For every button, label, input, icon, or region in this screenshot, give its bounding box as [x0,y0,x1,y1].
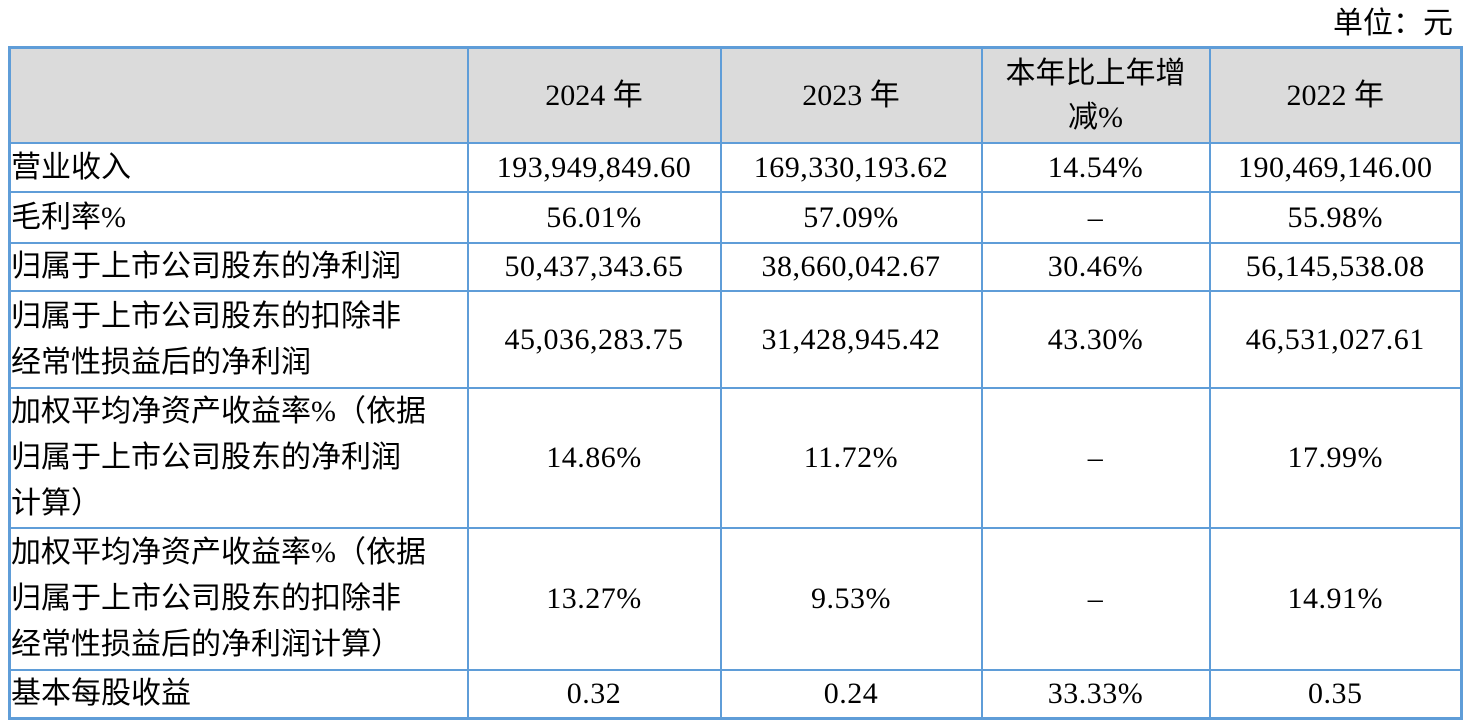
value-cell-y2022: 55.98% [1208,191,1463,244]
value-cell-yoy: – [980,527,1211,671]
value-cell-y2022: 14.91% [1208,527,1463,671]
value-cell-yoy: 14.54% [980,142,1211,193]
value-cell-y2022: 17.99% [1208,387,1463,529]
row-label-cell: 归属于上市公司股东的净利润 [8,242,469,292]
value-cell-y2022: 190,469,146.00 [1208,142,1463,193]
value-cell-yoy: – [980,387,1211,529]
value-cell-y2023: 38,660,042.67 [719,242,983,292]
value-cell-yoy: 33.33% [980,669,1211,720]
row-label-cell: 加权平均净资产收益率%（依据 归属于上市公司股东的扣除非 经常性损益后的净利润计… [8,527,469,671]
value-cell-y2024: 56.01% [466,191,722,244]
value-cell-y2022: 0.35 [1208,669,1463,720]
row-label-cell: 毛利率% [8,191,469,244]
value-cell-y2023: 11.72% [719,387,983,529]
header-cell-2023: 2023 年 [719,46,983,144]
value-cell-y2022: 56,145,538.08 [1208,242,1463,292]
header-cell-2024: 2024 年 [466,46,722,144]
value-cell-y2024: 14.86% [466,387,722,529]
table-body: 营业收入 193,949,849.60 169,330,193.62 14.54% 19… [8,142,1463,720]
header-cell-yoy-change: 本年比上年增 减% [980,46,1211,144]
value-cell-y2023: 0.24 [719,669,983,720]
row-label-cell: 加权平均净资产收益率%（依据 归属于上市公司股东的净利润 计算） [8,387,469,529]
header-cell-row-label [8,46,469,144]
header-row: 2024 年 2023 年 本年比上年增 减% 2022 年 [8,46,1463,144]
value-cell-y2022: 46,531,027.61 [1208,290,1463,389]
value-cell-yoy: – [980,191,1211,244]
unit-label: 单位：元 [1333,7,1453,40]
value-cell-yoy: 43.30% [980,290,1211,389]
value-cell-y2024: 50,437,343.65 [466,242,722,292]
value-cell-y2023: 9.53% [719,527,983,671]
row-label-cell: 归属于上市公司股东的扣除非 经常性损益后的净利润 [8,290,469,389]
table-row: 营业收入 193,949,849.60 169,330,193.62 14.54% 19… [8,142,1463,193]
table-row: 归属于上市公司股东的净利润 50,437,343.65 38,660,042.67 3… [8,242,1463,292]
financial-summary-table: 2024 年 2023 年 本年比上年增 减% 2022 年 营业收入 193,9… [8,46,1463,720]
table-row: 加权平均净资产收益率%（依据 归属于上市公司股东的扣除非 经常性损益后的净利润计… [8,527,1463,671]
value-cell-y2023: 31,428,945.42 [719,290,983,389]
value-cell-y2023: 57.09% [719,191,983,244]
value-cell-y2024: 193,949,849.60 [466,142,722,193]
row-label-cell: 营业收入 [8,142,469,193]
value-cell-y2024: 0.32 [466,669,722,720]
value-cell-yoy: 30.46% [980,242,1211,292]
value-cell-y2024: 13.27% [466,527,722,671]
row-label-cell: 基本每股收益 [8,669,469,720]
table-row: 归属于上市公司股东的扣除非 经常性损益后的净利润 45,036,283.75 31,… [8,290,1463,389]
table-row: 基本每股收益 0.32 0.24 33.33% 0.35 [8,669,1463,720]
value-cell-y2023: 169,330,193.62 [719,142,983,193]
table-row: 毛利率% 56.01% 57.09% –55.98% [8,191,1463,244]
header-cell-2022: 2022 年 [1208,46,1463,144]
table-row: 加权平均净资产收益率%（依据 归属于上市公司股东的净利润 计算） 14.86% 11… [8,387,1463,529]
value-cell-y2024: 45,036,283.75 [466,290,722,389]
